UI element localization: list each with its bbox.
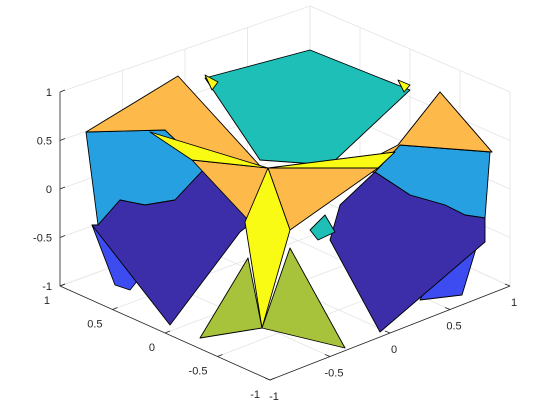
face-yellow-left-wing — [149, 131, 269, 169]
y-tick-mark — [217, 354, 223, 357]
x-tick-mark — [384, 330, 391, 334]
face-center-teal — [309, 214, 336, 241]
z-tick-mark — [59, 235, 66, 238]
face-back-teal — [204, 49, 411, 166]
y-tick-mark — [269, 377, 276, 381]
face-front-olive-left — [199, 257, 263, 339]
z-tick-mark — [59, 89, 66, 93]
axes: 1 0.5 0 -0.5 -1 1 0.5 0 -0.5 -1 -1 -0.5 0 0.5 1 — [33, 87, 517, 403]
y-tick-mark — [112, 307, 118, 310]
z-tick-mark — [59, 138, 66, 141]
y-tick-label: -0.5 — [189, 366, 208, 378]
y-tick-mark — [164, 330, 171, 334]
surface-faces — [85, 49, 493, 349]
y-tick-mark — [59, 283, 66, 287]
x-tick-mark — [444, 307, 451, 310]
face-front-olive-right — [261, 247, 346, 349]
y-tick-label: 1 — [44, 295, 50, 307]
x-tick-label: -1 — [269, 391, 279, 403]
face-right-indigo — [329, 171, 486, 333]
x-tick-mark — [504, 283, 511, 287]
y-tick-label: -1 — [250, 389, 260, 401]
y-tick-label: 0.5 — [87, 319, 102, 331]
face-right-orange — [339, 91, 493, 176]
x-tick-label: 1 — [511, 297, 517, 309]
face-yellow-right-wing — [267, 151, 396, 169]
z-tick-label: -1 — [42, 281, 52, 293]
z-tick-label: -0.5 — [33, 233, 52, 245]
x-tick-label: 0 — [391, 344, 397, 356]
y-tick-label: 0 — [149, 342, 155, 354]
x-tick-label: 0.5 — [446, 321, 461, 333]
z-tick-label: 0 — [46, 184, 52, 196]
x-tick-label: -0.5 — [325, 368, 344, 380]
face-back-yellow-left — [204, 74, 219, 91]
z-tick-mark — [59, 186, 66, 190]
z-tick-label: 1 — [46, 87, 52, 99]
x-tick-mark — [264, 377, 271, 381]
x-tick-mark — [324, 354, 331, 357]
face-back-yellow-right — [397, 79, 411, 93]
z-tick-label: 0.5 — [37, 136, 52, 148]
